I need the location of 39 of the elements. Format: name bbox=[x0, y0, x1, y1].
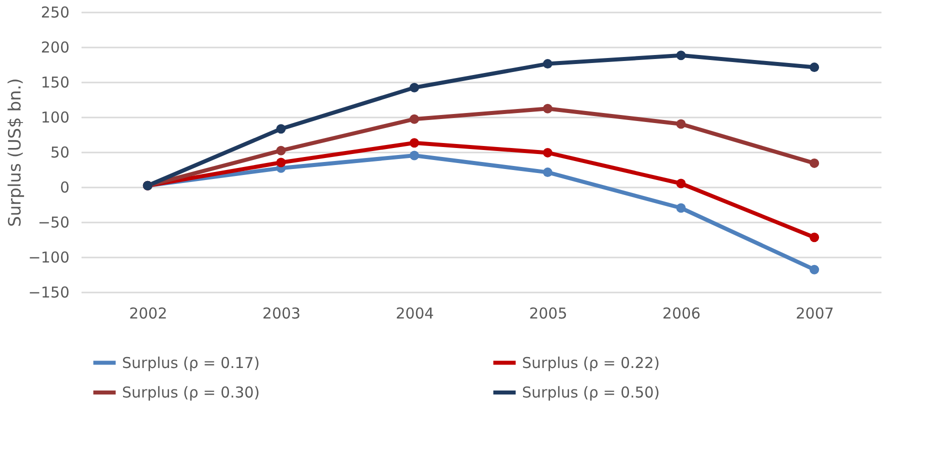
point bbox=[810, 264, 820, 274]
y-tick-label: 0 bbox=[60, 178, 70, 196]
y-tick-label: −50 bbox=[38, 214, 70, 232]
x-tick-label: 2006 bbox=[662, 304, 701, 322]
y-tick-label: 50 bbox=[50, 144, 70, 162]
legend-label: Surplus (ρ = 0.30) bbox=[122, 384, 260, 402]
y-axis-title: Surplus (US$ bn.) bbox=[5, 78, 26, 227]
y-tick-label: −100 bbox=[28, 248, 70, 266]
point bbox=[676, 119, 686, 129]
point bbox=[810, 62, 820, 72]
point bbox=[276, 158, 286, 168]
x-tick-label: 2004 bbox=[396, 304, 434, 322]
legend-label: Surplus (ρ = 0.22) bbox=[522, 354, 660, 372]
point bbox=[676, 50, 686, 60]
point bbox=[810, 232, 820, 242]
y-tick-label: 100 bbox=[40, 108, 70, 126]
y-tick-label: 200 bbox=[40, 38, 70, 56]
point bbox=[410, 82, 420, 92]
point bbox=[676, 178, 686, 188]
point bbox=[276, 146, 286, 156]
point bbox=[810, 158, 820, 168]
x-tick-label: 2007 bbox=[796, 304, 834, 322]
point bbox=[410, 138, 420, 148]
point bbox=[676, 203, 686, 213]
point bbox=[542, 148, 552, 158]
point bbox=[410, 150, 420, 160]
point bbox=[542, 59, 552, 69]
x-tick-label: 2003 bbox=[262, 304, 301, 322]
y-tick-label: −150 bbox=[28, 284, 70, 302]
point bbox=[276, 124, 286, 134]
legend-label: Surplus (ρ = 0.50) bbox=[522, 384, 660, 402]
legend-label: Surplus (ρ = 0.17) bbox=[122, 354, 260, 372]
point bbox=[542, 168, 552, 178]
x-tick-label: 2002 bbox=[129, 304, 168, 322]
point bbox=[542, 104, 552, 114]
y-tick-label: 150 bbox=[40, 74, 70, 92]
y-tick-label: 250 bbox=[40, 4, 70, 22]
x-tick-label: 2005 bbox=[529, 304, 568, 322]
point bbox=[410, 114, 420, 124]
